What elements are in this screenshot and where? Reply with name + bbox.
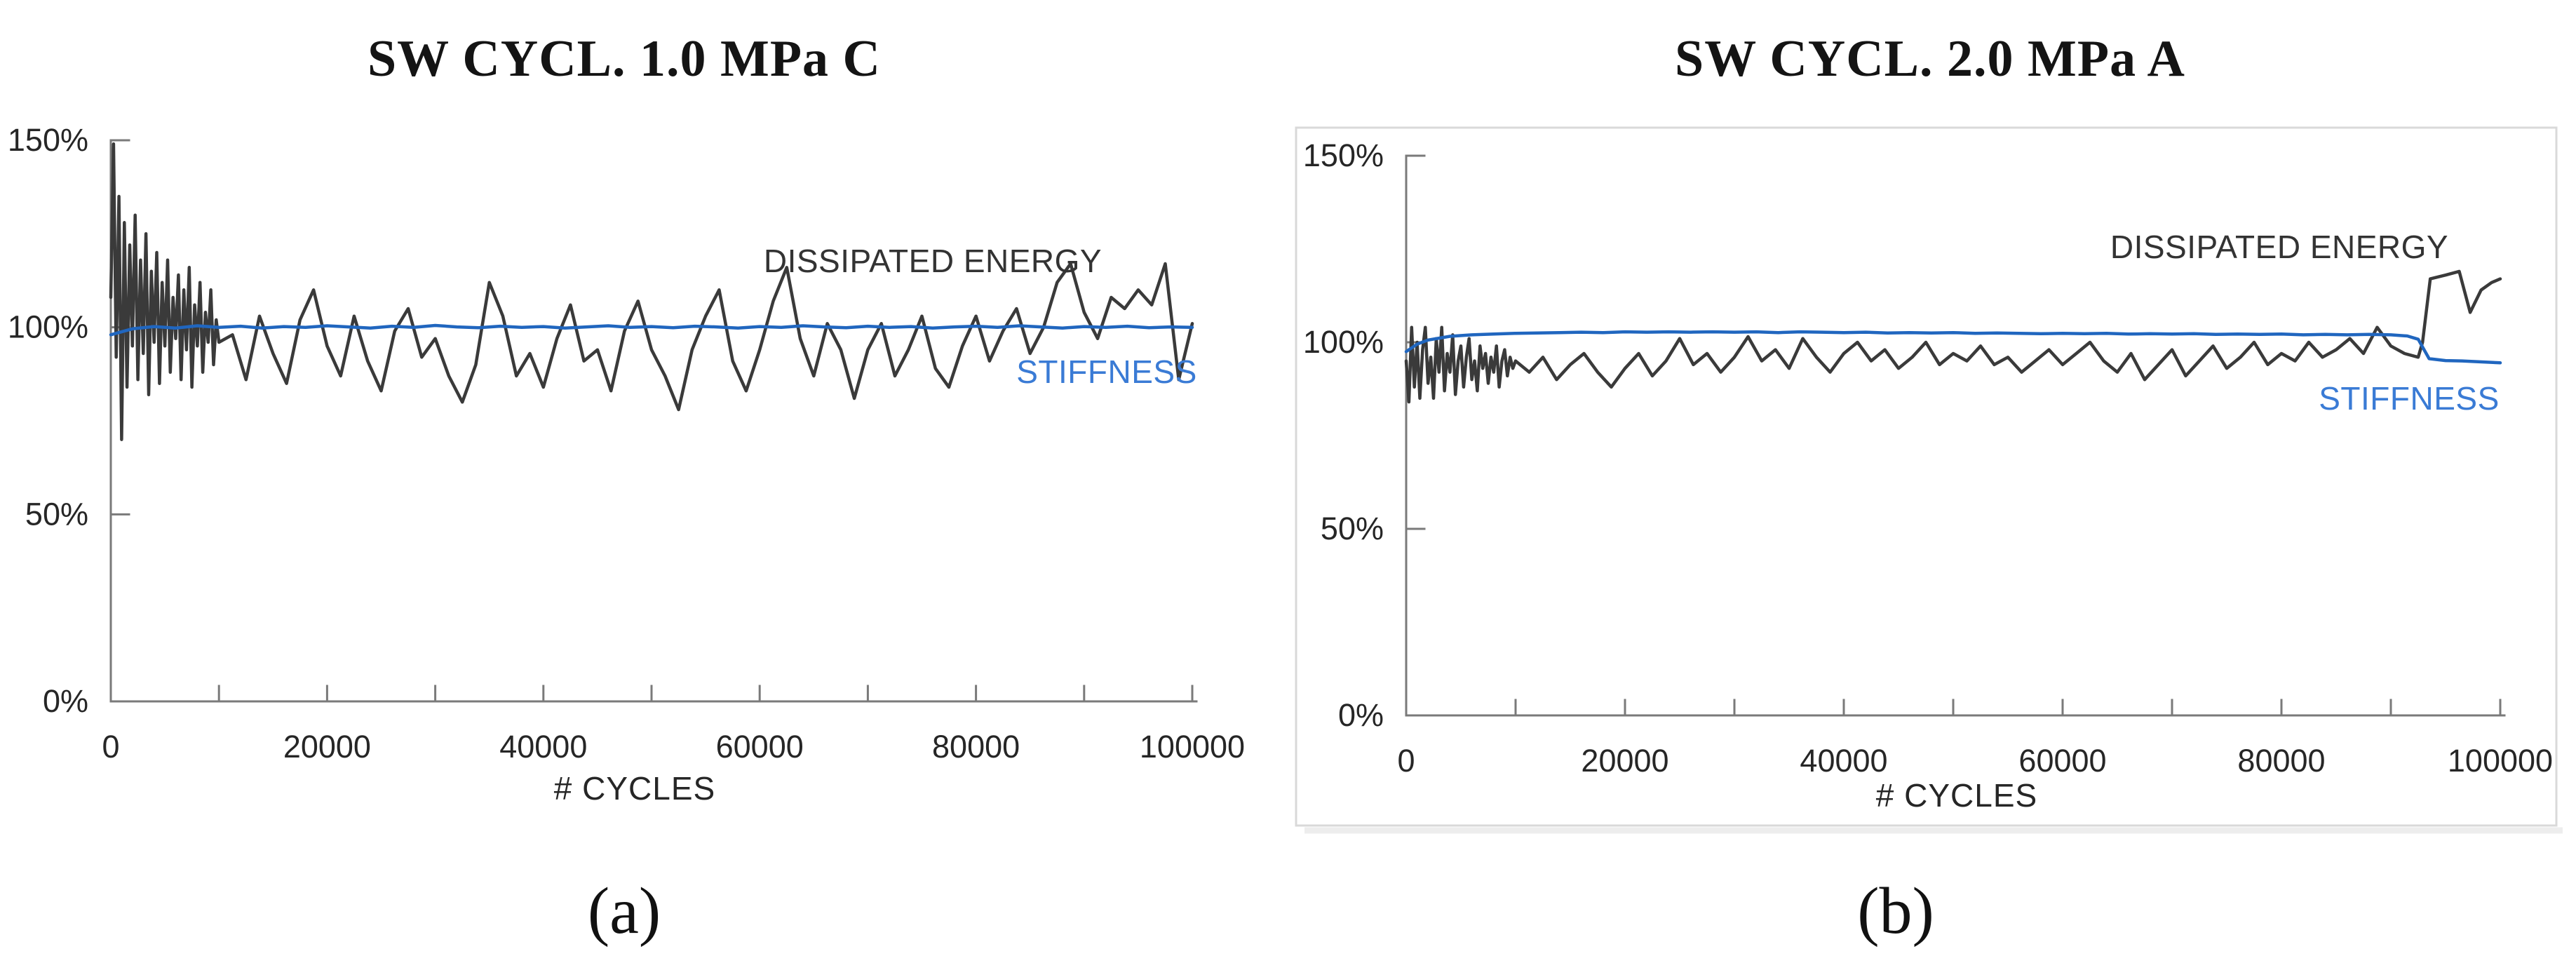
chart-b-series — [1404, 269, 2502, 404]
chart-b-title: SW CYCL. 2.0 MPa A — [1675, 30, 2185, 88]
chart-a-x-tick-label: 100000 — [1140, 729, 1245, 765]
chart-b-stiffness-label: STIFFNESS — [2319, 380, 2500, 417]
chart-b: SW CYCL. 2.0 MPa A 150% 100% 50% 0% 0 20000 40… — [1295, 30, 2563, 948]
chart-a-caption: (a) — [588, 875, 661, 948]
chart-b-y-tick-label: 150% — [1303, 137, 1384, 173]
chart-a-x-tick-label: 60000 — [716, 729, 804, 765]
chart-a-xaxis-title: # CYCLES — [554, 770, 715, 807]
chart-b-x-tick-label: 80000 — [2237, 743, 2325, 779]
chart-b-caption: (b) — [1857, 875, 1934, 948]
chart-b-dissipated-energy-label: DISSIPATED ENERGY — [2110, 229, 2448, 265]
chart-a-series-stiffness — [109, 323, 1194, 337]
chart-a-x-tick-label: 20000 — [283, 729, 371, 765]
chart-a-title: SW CYCL. 1.0 MPa C — [367, 30, 881, 88]
chart-b-x-tick-label: 100000 — [2448, 743, 2553, 779]
chart-a-y-tick-label: 150% — [8, 122, 88, 158]
chart-b-y-tick-label: 0% — [1338, 697, 1384, 733]
chart-a-axes: 150% 100% 50% 0% 0 20000 40000 60000 80000 100000 — [8, 122, 1245, 765]
chart-a-y-tick-label: 0% — [43, 683, 88, 719]
chart-a-stiffness-label: STIFFNESS — [1016, 353, 1197, 390]
chart-a-y-tick-label: 100% — [8, 309, 88, 345]
chart-b-panel-border — [1295, 126, 2558, 827]
chart-a-dissipated-energy-label: DISSIPATED ENERGY — [764, 243, 1102, 279]
chart-b-y-tick-label: 100% — [1303, 324, 1384, 360]
chart-a-x-tick-label: 80000 — [932, 729, 1020, 765]
chart-b-x-tick-label: 20000 — [1581, 743, 1668, 779]
chart-b-y-tick-label: 50% — [1321, 511, 1384, 546]
chart-b-series-stiffness — [1404, 330, 2502, 365]
chart-a-x-tick-label: 0 — [102, 729, 119, 765]
chart-a-axis-lines — [109, 139, 1198, 703]
chart-b-x-tick-label: 40000 — [1800, 743, 1887, 779]
chart-b-x-tick-label: 0 — [1397, 743, 1415, 779]
chart-a: SW CYCL. 1.0 MPa C 150% 100% 50% 0% 0 20000 40… — [8, 30, 1245, 948]
chart-b-axes: 150% 100% 50% 0% 0 20000 40000 60000 80000 100000 — [1303, 137, 2553, 779]
chart-b-series-dissipated-energy — [1404, 269, 2502, 404]
chart-a-series — [109, 142, 1194, 441]
chart-b-xaxis-title: # CYCLES — [1876, 777, 2037, 814]
chart-a-y-tick-label: 50% — [25, 496, 88, 532]
chart-a-series-dissipated-energy — [109, 142, 1194, 441]
chart-b-x-tick-label: 60000 — [2018, 743, 2106, 779]
chart-a-x-tick-label: 40000 — [499, 729, 587, 765]
